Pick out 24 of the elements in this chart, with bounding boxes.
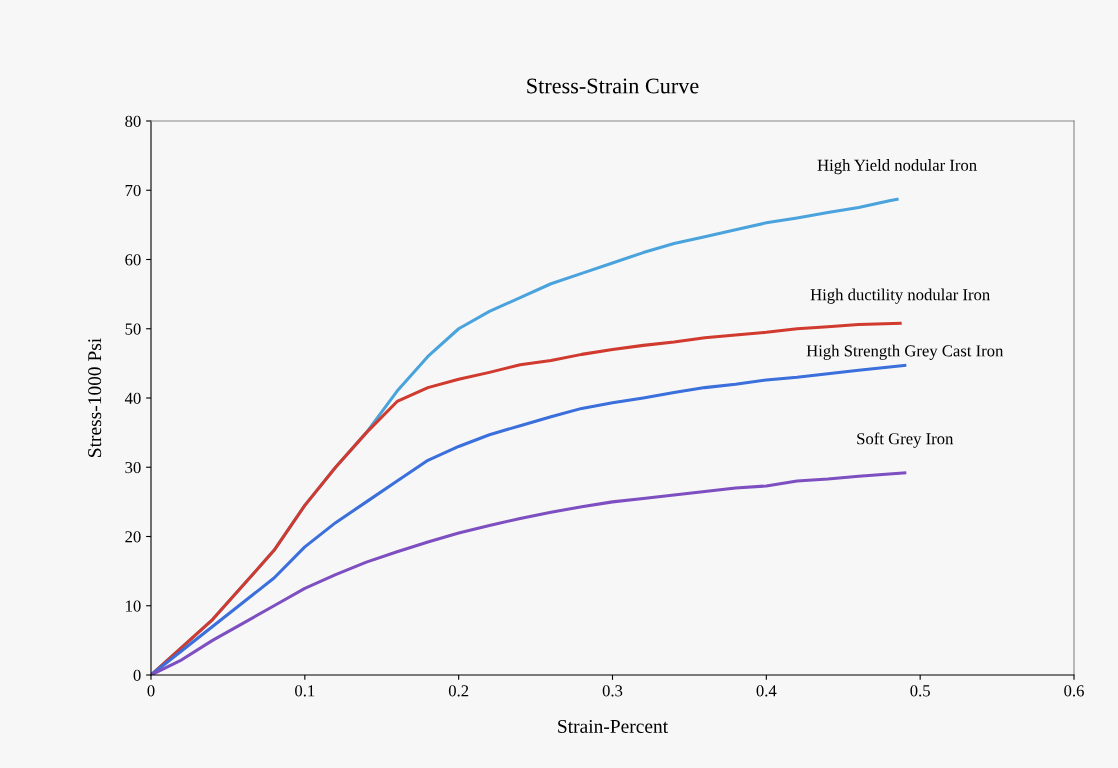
x-tick-label: 0.6: [1064, 685, 1084, 697]
series-label: High Strength Grey Cast Iron: [806, 344, 1004, 360]
y-tick-label: 80: [125, 115, 141, 127]
y-tick-label: 60: [125, 254, 141, 266]
x-tick-label: 0.4: [756, 685, 777, 697]
series-label: Soft Grey Iron: [857, 432, 954, 448]
chart-title: Stress-Strain Curve: [527, 78, 699, 94]
y-axis-title: Stress-1000 Psi: [88, 338, 102, 457]
y-tick-label: 10: [126, 600, 141, 612]
y-tick-label: 20: [125, 531, 141, 543]
x-tick-label: 0.2: [448, 685, 469, 697]
x-axis-title: Strain-Percent: [558, 719, 668, 733]
y-tick-label: 30: [125, 461, 141, 474]
y-tick-label: 70: [125, 184, 141, 197]
y-tick-label: 50: [125, 323, 141, 335]
y-tick-label: 0: [133, 669, 141, 681]
y-tick-label: 40: [124, 392, 141, 404]
x-tick-label: 0.3: [602, 685, 623, 697]
series-label: High Yield nodular Iron: [817, 159, 977, 175]
x-tick-label: 0.1: [295, 685, 315, 697]
series-label: High ductility nodular Iron: [810, 288, 990, 304]
x-tick-label: 0.5: [910, 685, 930, 697]
line-series: [151, 471, 907, 675]
x-tick-label: 0: [147, 685, 155, 697]
